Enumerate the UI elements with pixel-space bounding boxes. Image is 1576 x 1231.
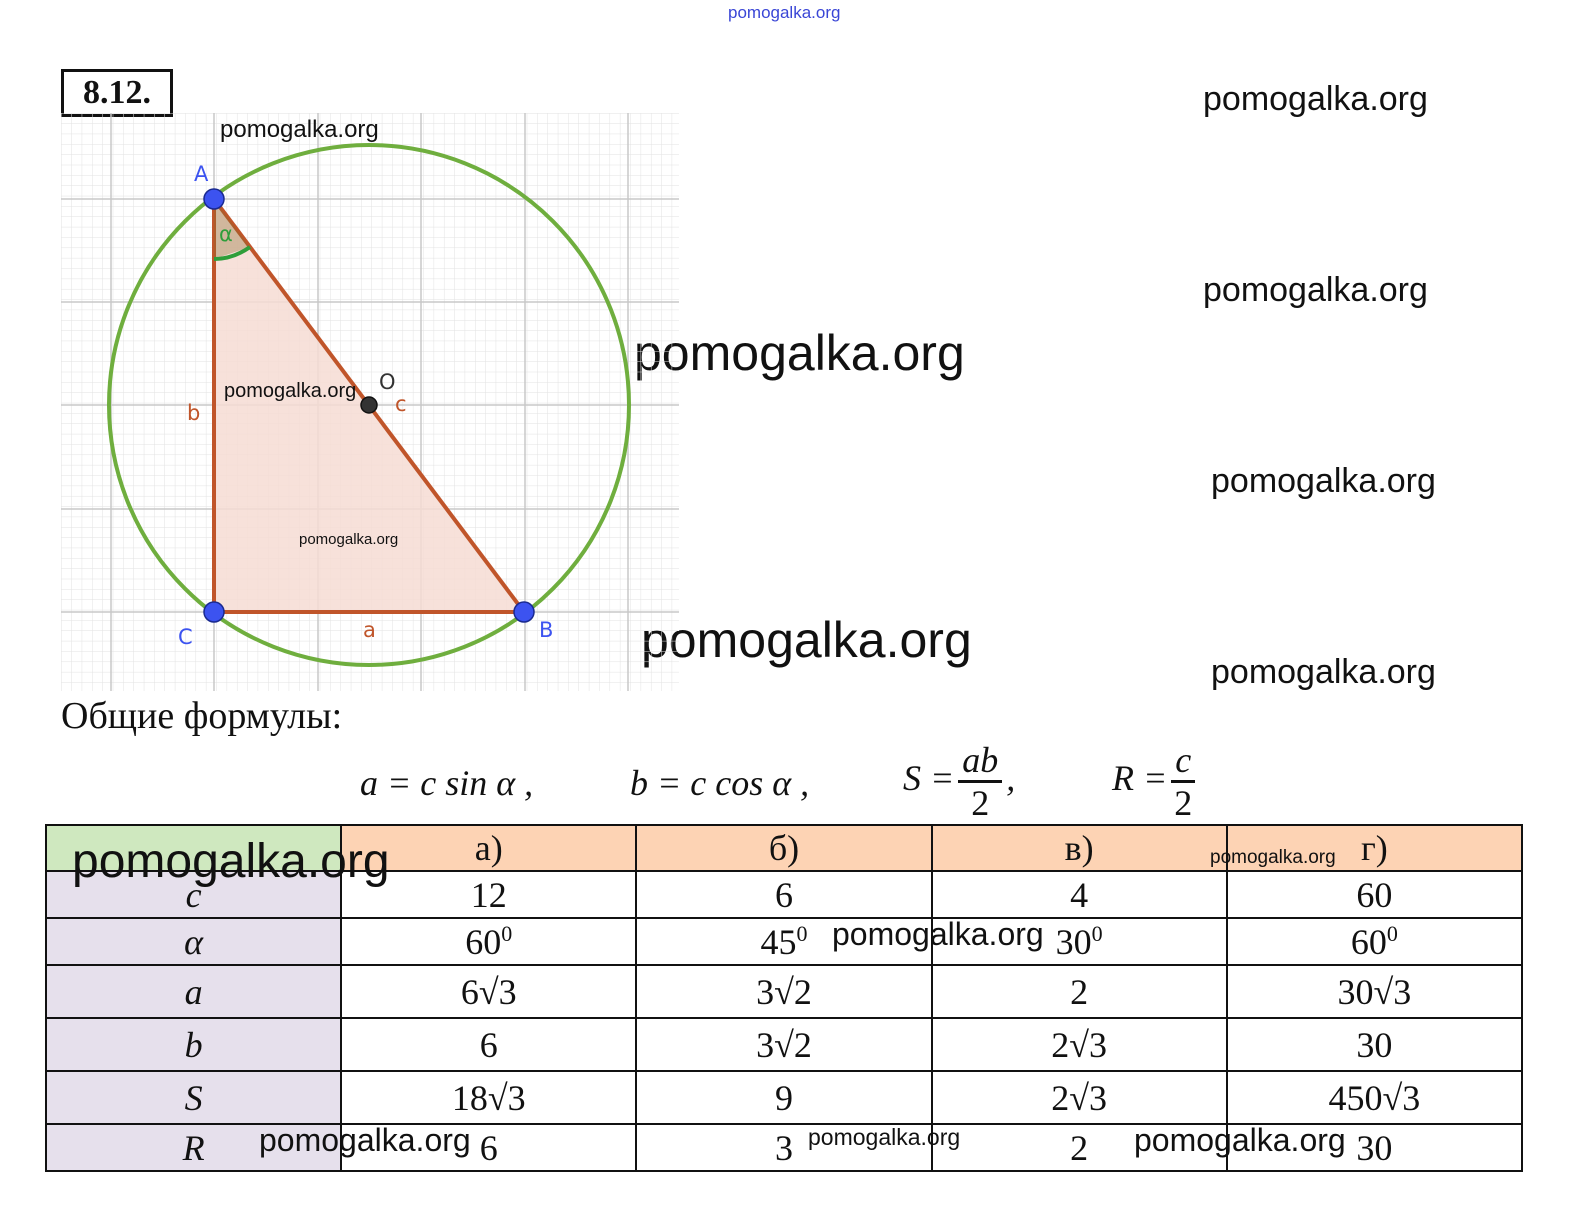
table-cell: 600 (1225, 917, 1524, 966)
table-cell: 12 (340, 870, 638, 919)
cell-value: 60 (465, 921, 502, 962)
watermark: pomogalka.org (1134, 1122, 1346, 1158)
watermark: pomogalka.org (832, 916, 1044, 952)
watermark: pomogalka.org (259, 1122, 471, 1158)
label-side-a: a (363, 618, 376, 642)
row-label: c (44, 870, 343, 919)
watermark: pomogalka.org (72, 835, 390, 888)
table-cell: 2√3 (930, 1070, 1228, 1125)
table-row: b 6 3√2 2√3 30 (44, 1017, 1524, 1072)
formula-a: a = c sin α , (360, 763, 534, 803)
formula-s-lhs: S = (903, 757, 955, 798)
watermark-top[interactable]: pomogalka.org (728, 3, 841, 22)
point-a (203, 188, 225, 210)
watermark: pomogalka.org (224, 380, 357, 402)
row-label: α (44, 917, 343, 966)
table-cell: 3√2 (635, 964, 933, 1019)
angle-sector (214, 199, 250, 259)
table-cell: 4 (930, 870, 1228, 919)
table-cell: 6 (340, 1123, 638, 1172)
formula-b: b = c cos α , (630, 763, 810, 803)
table-cell: 600 (340, 917, 638, 966)
angle-arc (213, 245, 252, 261)
degree-sup: 0 (501, 920, 513, 946)
point-b (513, 601, 535, 623)
row-label: R (44, 1123, 343, 1172)
watermark: pomogalka.org (641, 612, 972, 668)
watermark: pomogalka.org (1211, 462, 1436, 500)
table-cell: 6 (340, 1017, 638, 1072)
table-cell: 3√2 (635, 1017, 933, 1072)
table-cell: 3 (635, 1123, 933, 1172)
column-header: б) (635, 824, 933, 872)
table-cell: 30√3 (1225, 964, 1524, 1019)
table-row: R 6 3 2 30 (44, 1123, 1524, 1172)
table-cell: 6√3 (340, 964, 638, 1019)
table-cell: 30 (1225, 1017, 1524, 1072)
label-o: O (379, 370, 396, 394)
numerator: c (1171, 740, 1196, 783)
degree-sup: 0 (1386, 920, 1398, 946)
row-label: S (44, 1070, 343, 1125)
table-row: S 18√3 9 2√3 450√3 (44, 1070, 1524, 1125)
table-cell: 300 (930, 917, 1228, 966)
row-label: b (44, 1017, 343, 1072)
degree-sup: 0 (796, 920, 808, 946)
table-header-row: а) б) в) г) (44, 824, 1524, 872)
cell-value: 60 (1350, 921, 1387, 962)
table-cell: 30 (1225, 1123, 1524, 1172)
point-c (203, 601, 225, 623)
watermark: pomogalka.org (1203, 80, 1428, 118)
formula-r: R = c 2 (1112, 740, 1199, 823)
circumcircle (107, 143, 631, 667)
cell-value: 30 (1055, 921, 1092, 962)
denominator: 2 (1174, 783, 1193, 823)
denominator: 2 (971, 783, 990, 823)
table-row: α 600 450 300 600 (44, 917, 1524, 966)
table-cell: 450 (635, 917, 933, 966)
label-b: B (539, 618, 553, 642)
degree-sup: 0 (1091, 920, 1103, 946)
row-label: a (44, 964, 343, 1019)
label-c: C (178, 625, 193, 649)
column-header: г) (1225, 824, 1524, 872)
formula-s: S = ab 2, (903, 740, 1015, 823)
table-corner (44, 824, 343, 872)
table-row: c 12 6 4 60 (44, 870, 1524, 919)
table-cell: 2 (930, 964, 1228, 1019)
watermark: pomogalka.org (1210, 847, 1336, 868)
label-alpha: α (219, 222, 233, 246)
table-cell: 6 (635, 870, 933, 919)
section-heading: Общие формулы: (61, 695, 343, 737)
task-number: 8.12. (61, 69, 173, 117)
formula-r-lhs: R = (1112, 757, 1168, 798)
table-cell: 2√3 (930, 1017, 1228, 1072)
formula-s-tail: , (1006, 757, 1016, 798)
results-table: а) б) в) г) c 12 6 4 60 α 600 450 300 60… (44, 824, 1524, 1172)
column-header: а) (340, 824, 638, 872)
column-header: в) (930, 824, 1228, 872)
point-o (360, 396, 378, 414)
watermark: pomogalka.org (808, 1124, 961, 1150)
cell-value: 45 (760, 921, 797, 962)
watermark: pomogalka.org (299, 531, 399, 548)
table-cell: 2 (930, 1123, 1228, 1172)
label-side-c: c (395, 392, 407, 416)
table-cell: 9 (635, 1070, 933, 1125)
table-cell: 18√3 (340, 1070, 638, 1125)
watermark: pomogalka.org (220, 116, 379, 143)
watermark: pomogalka.org (1203, 271, 1428, 309)
table-cell: 60 (1225, 870, 1524, 919)
label-a: A (194, 162, 209, 186)
label-side-b: b (187, 401, 200, 425)
table-cell: 450√3 (1225, 1070, 1524, 1125)
triangle-figure: A C B O b c a α (61, 113, 679, 691)
numerator: ab (958, 740, 1003, 783)
watermark: pomogalka.org (1211, 653, 1436, 691)
table-row: a 6√3 3√2 2 30√3 (44, 964, 1524, 1019)
watermark: pomogalka.org (634, 325, 965, 381)
fraction: ab 2 (958, 740, 1003, 823)
